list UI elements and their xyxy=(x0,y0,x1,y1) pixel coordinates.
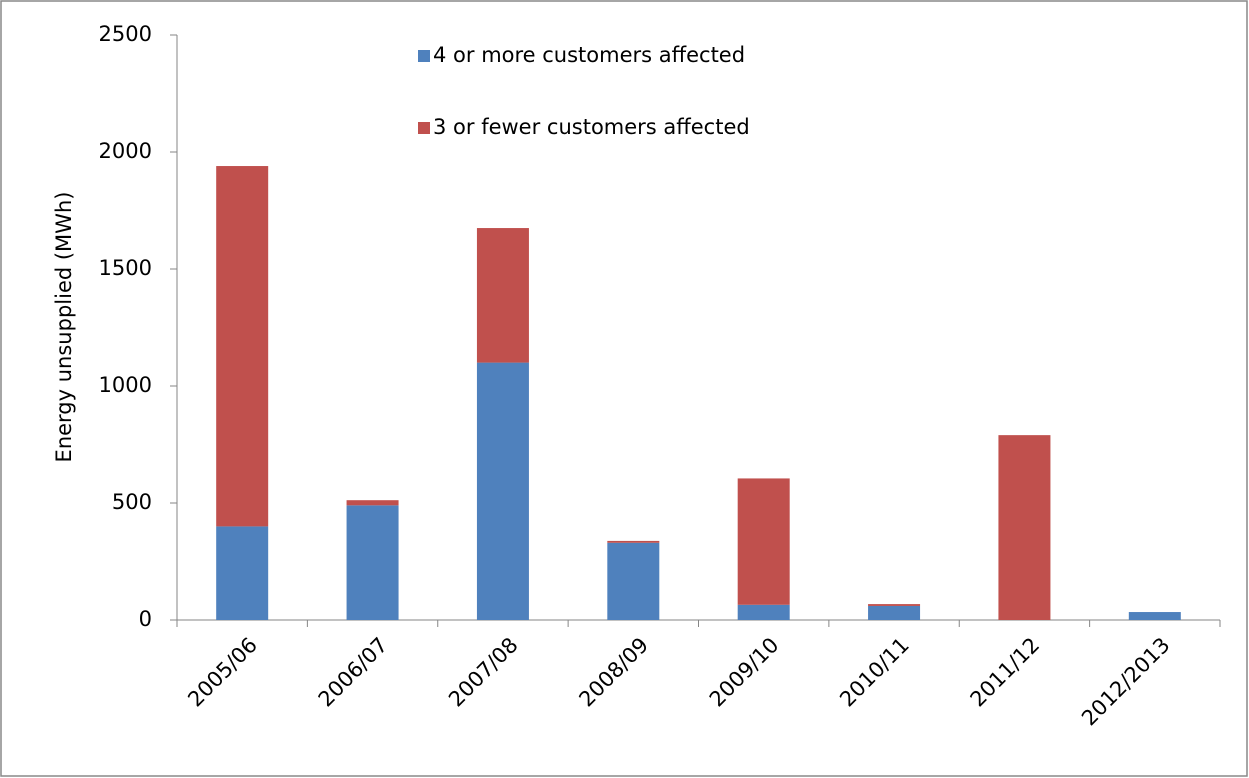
bar-segment xyxy=(1128,612,1181,620)
y-tick-label: 1000 xyxy=(99,373,152,397)
bar-segment xyxy=(476,228,529,363)
bar-segment xyxy=(998,435,1051,620)
y-axis-label: Energy unsupplied (MWh) xyxy=(52,192,76,463)
bar-segment xyxy=(476,362,529,620)
bar-segment xyxy=(607,542,660,620)
y-tick-label: 2000 xyxy=(99,139,152,163)
bar-segment xyxy=(346,500,399,506)
y-tick-label: 1500 xyxy=(99,256,152,280)
y-tick-label: 2500 xyxy=(99,22,152,46)
bar-segment xyxy=(346,505,399,620)
bar-segment xyxy=(216,166,269,527)
bar-segment xyxy=(868,605,921,620)
y-tick-label: 0 xyxy=(139,607,152,631)
legend-swatch xyxy=(418,122,430,134)
y-tick-label: 500 xyxy=(112,490,152,514)
bar-segment xyxy=(868,604,921,606)
bar-segment xyxy=(607,540,660,543)
bar-segment xyxy=(216,526,269,620)
legend-swatch xyxy=(418,50,430,62)
bar-segment xyxy=(737,478,790,605)
legend-label: 4 or more customers affected xyxy=(433,43,745,67)
bar-segment xyxy=(737,604,790,620)
legend-label: 3 or fewer customers affected xyxy=(433,115,750,139)
